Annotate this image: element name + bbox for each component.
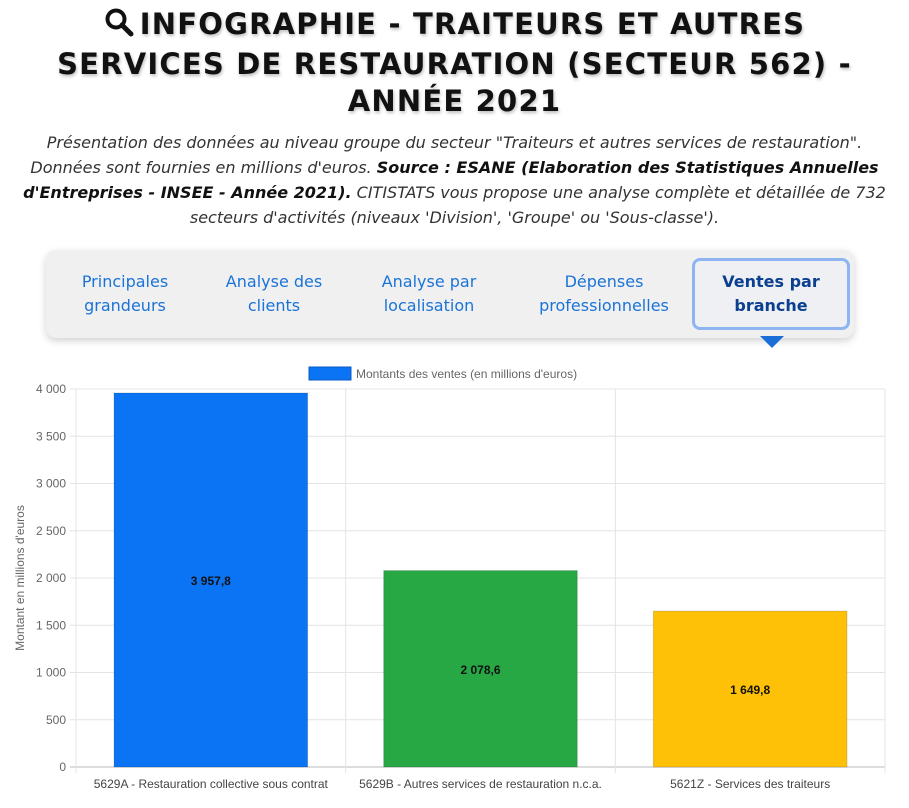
- x-tick-label: 5629B - Autres services de restauration …: [359, 777, 602, 791]
- tab-ventes-par-branche[interactable]: Ventes par branche: [692, 258, 850, 330]
- tab-analyse-clients[interactable]: Analyse des clients: [225, 272, 323, 315]
- bar: [383, 570, 578, 768]
- y-tick-label: 2 000: [36, 571, 66, 585]
- x-tick-label: 5629A - Restauration collective sous con…: [94, 777, 329, 791]
- y-tick-label: 1 000: [36, 666, 66, 680]
- legend-label: Montants des ventes (en millions d'euros…: [356, 367, 577, 381]
- tab-bar: Principales grandeurs Analyse des client…: [46, 250, 854, 338]
- bar-chart: 0 500 1 000 1 500 2 000 2 500 3 000 3 500 4 000 M…: [13, 366, 886, 791]
- data-label: 3 957,8: [191, 574, 231, 588]
- search-icon: [104, 7, 134, 46]
- y-tick-label: 3 000: [36, 477, 66, 491]
- intro-part-1: Présentation des données au niveau group…: [30, 133, 863, 177]
- y-tick-label: 4 000: [36, 382, 66, 396]
- y-axis-title: Montant en millions d'euros: [13, 505, 27, 651]
- page-title: INFOGRAPHIE - TRAITEURS ET AUTRES SERVIC…: [0, 6, 909, 120]
- title-line-1: INFOGRAPHIE - TRAITEURS ET AUTRES: [139, 7, 806, 41]
- data-label: 1 649,8: [730, 683, 770, 697]
- bar: [652, 610, 848, 768]
- y-tick-label: 2 500: [36, 524, 66, 538]
- intro-part-2: CITISTATS vous propose une analyse compl…: [189, 183, 886, 227]
- active-tab-indicator: [760, 336, 784, 348]
- x-tick-label: 5621Z - Services des traiteurs: [670, 777, 830, 791]
- y-tick-label: 3 500: [36, 429, 66, 443]
- legend-swatch: [308, 366, 352, 381]
- bar: [113, 392, 309, 768]
- data-label: 2 078,6: [460, 663, 500, 677]
- intro-text: Présentation des données au niveau group…: [18, 130, 891, 230]
- tab-analyse-localisation[interactable]: Analyse par localisation: [381, 272, 477, 315]
- title-line-3: ANNÉE 2021: [347, 84, 562, 118]
- title-line-2: SERVICES DE RESTAURATION (SECTEUR 562) -: [57, 47, 852, 81]
- intro-source: Source : ESANE (Elaboration des Statisti…: [23, 158, 879, 202]
- tab-depenses-professionnelles[interactable]: Dépenses professionnelles: [539, 272, 669, 315]
- tab-principales-grandeurs[interactable]: Principales grandeurs: [81, 272, 169, 315]
- y-tick-label: 1 500: [36, 618, 66, 632]
- y-tick-label: 500: [46, 713, 66, 727]
- y-tick-label: 0: [59, 760, 66, 774]
